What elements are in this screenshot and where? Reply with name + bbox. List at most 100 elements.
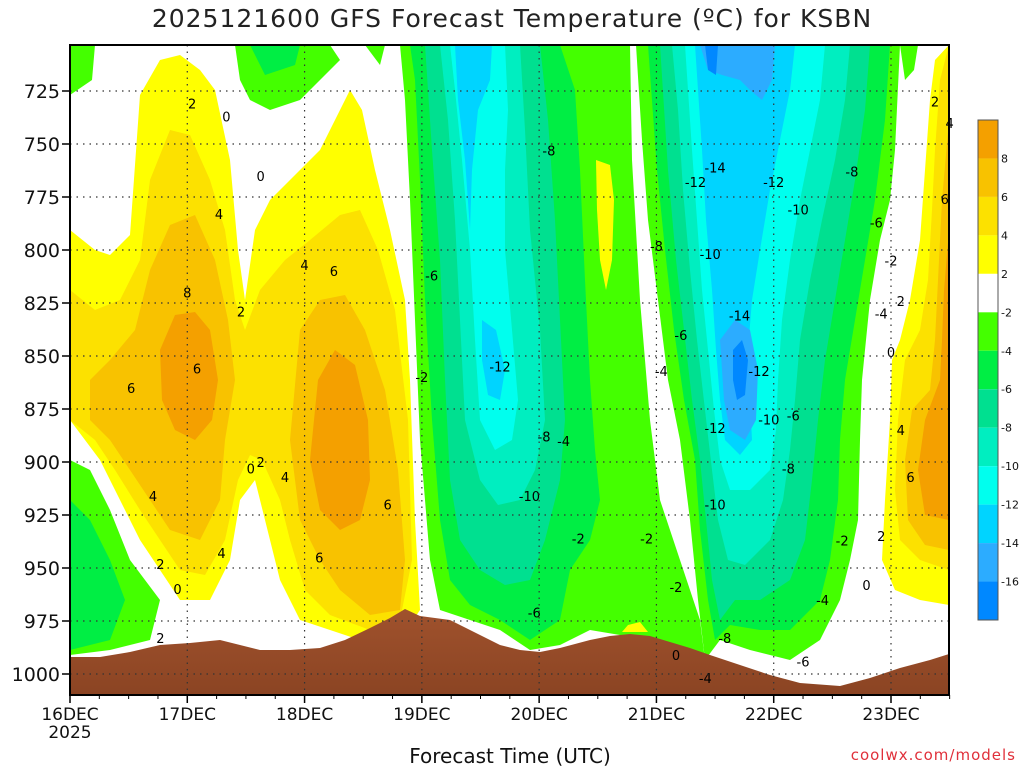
contour-label: 8 xyxy=(183,286,191,301)
contour-label: 6 xyxy=(193,363,201,378)
cold-low-left-2 xyxy=(70,500,125,650)
legend-swatch xyxy=(978,504,998,544)
contour-label: -10 xyxy=(758,414,779,429)
contour-label: 0 xyxy=(256,170,264,185)
legend-label: 4 xyxy=(1001,229,1008,242)
cold2-band-16 xyxy=(733,340,748,400)
legend-swatch xyxy=(978,581,998,620)
y-tick-label: 975 xyxy=(24,611,60,633)
contour-label: 0 xyxy=(887,346,895,361)
legend-frame xyxy=(977,119,999,621)
legend-swatch xyxy=(978,158,998,197)
x-axis-label: Forecast Time (UTC) xyxy=(409,744,611,768)
legend-swatch xyxy=(978,312,998,351)
contour-label: 4 xyxy=(215,208,223,223)
legend-label: -2 xyxy=(1001,306,1012,319)
x-tick-label: 18DEC xyxy=(276,705,333,725)
cold2-band-16b xyxy=(705,45,718,75)
cold-top-right-warm xyxy=(365,45,385,65)
contour-label: -2 xyxy=(572,532,585,547)
grid xyxy=(70,45,949,695)
warm-blob-20dec-low xyxy=(622,622,648,632)
legend-label: -6 xyxy=(1001,383,1012,396)
legend-label: 2 xyxy=(1001,268,1008,281)
contour-label: 2 xyxy=(256,456,264,471)
contour-label: -8 xyxy=(782,462,795,477)
contour-label: -4 xyxy=(875,308,888,323)
right-warm-8 xyxy=(918,230,949,520)
contour-label: 2 xyxy=(877,530,885,545)
y-tick-label: 900 xyxy=(24,452,60,474)
contour-label: -8 xyxy=(718,632,731,647)
contour-label: 2 xyxy=(156,558,164,573)
legend-label: -8 xyxy=(1001,422,1012,435)
contour-label: -10 xyxy=(704,498,725,513)
contour-label: 4 xyxy=(149,490,157,505)
contour-label: -6 xyxy=(787,409,800,424)
legend-swatch xyxy=(978,389,998,428)
contour-label: -6 xyxy=(528,607,541,622)
legend-label: -4 xyxy=(1001,345,1012,358)
y-tick-label: 1000 xyxy=(12,664,60,686)
y-tick-label: 875 xyxy=(24,399,60,421)
y-tick-label: 825 xyxy=(24,293,60,315)
plot-area xyxy=(70,45,949,695)
contour-label: 2 xyxy=(897,295,905,310)
legend-label: -16 xyxy=(1001,576,1019,589)
x-tick-label: 17DEC xyxy=(159,705,216,725)
color-legend: 8 6 4 2 -2 -4 -6 -8 -10 -12 -14 -16 xyxy=(977,119,1019,621)
contour-label: 2 xyxy=(931,96,939,111)
y-tick-label: 800 xyxy=(24,240,60,262)
contour-label: 2 xyxy=(237,305,245,320)
right-cold-2 xyxy=(900,45,918,80)
contour-label: -2 xyxy=(669,581,682,596)
legend-swatch xyxy=(978,120,998,159)
legend-label: -14 xyxy=(1001,537,1019,550)
y-tick-label: 925 xyxy=(24,505,60,527)
contour-label: 6 xyxy=(330,265,338,280)
cold-band-12b xyxy=(482,320,505,400)
contour-label: 2 xyxy=(188,98,196,113)
y-tick-label: 850 xyxy=(24,346,60,368)
contour-label: -6 xyxy=(870,216,883,231)
x-axis: 16DEC 17DEC 18DEC 19DEC 20DEC 21DEC 22DEC 23DEC… xyxy=(41,695,951,743)
legend-swatch xyxy=(978,273,998,313)
contour-label: 6 xyxy=(906,471,914,486)
contour-label: -10 xyxy=(519,490,540,505)
cold-upper-mid-2 xyxy=(250,45,300,75)
chart-title: 2025121600 GFS Forecast Temperature (ºC)… xyxy=(151,4,873,33)
cold-corner xyxy=(70,45,95,95)
contour-label: -14 xyxy=(704,161,725,176)
y-tick-label: 750 xyxy=(24,134,60,156)
contour-label: -2 xyxy=(885,255,898,270)
contour-label: -6 xyxy=(797,655,810,670)
contour-label: 6 xyxy=(941,193,949,208)
contour-label: 0 xyxy=(222,110,230,125)
x-tick-label: 21DEC xyxy=(628,705,685,725)
x-tick-label: 22DEC xyxy=(745,705,802,725)
contour-label: 0 xyxy=(862,579,870,594)
warm-band-8b xyxy=(310,350,370,530)
contour-label: -8 xyxy=(538,431,551,446)
contour-label: 4 xyxy=(897,424,905,439)
contour-label: -6 xyxy=(425,269,438,284)
contour-label: 0 xyxy=(672,649,680,664)
x-tick-label: 19DEC xyxy=(393,705,450,725)
cold2-band-12 xyxy=(695,45,795,455)
legend-swatch xyxy=(978,427,998,467)
contour-label: -10 xyxy=(788,204,809,219)
x-tick-year: 2025 xyxy=(48,723,91,743)
legend-swatch xyxy=(978,350,998,390)
contour-label: -8 xyxy=(845,166,858,181)
cold2-band-14 xyxy=(700,45,775,100)
x-tick-label: 20DEC xyxy=(510,705,567,725)
cold-band-12 xyxy=(455,45,492,230)
contour-label: -12 xyxy=(748,365,769,380)
contour-label: 6 xyxy=(127,382,135,397)
contour-label: 6 xyxy=(384,498,392,513)
y-tick-label: 725 xyxy=(24,81,60,103)
contour-label: -4 xyxy=(655,365,668,380)
contour-label: -4 xyxy=(557,435,570,450)
site-credit[interactable]: coolwx.com/models xyxy=(850,746,1016,764)
